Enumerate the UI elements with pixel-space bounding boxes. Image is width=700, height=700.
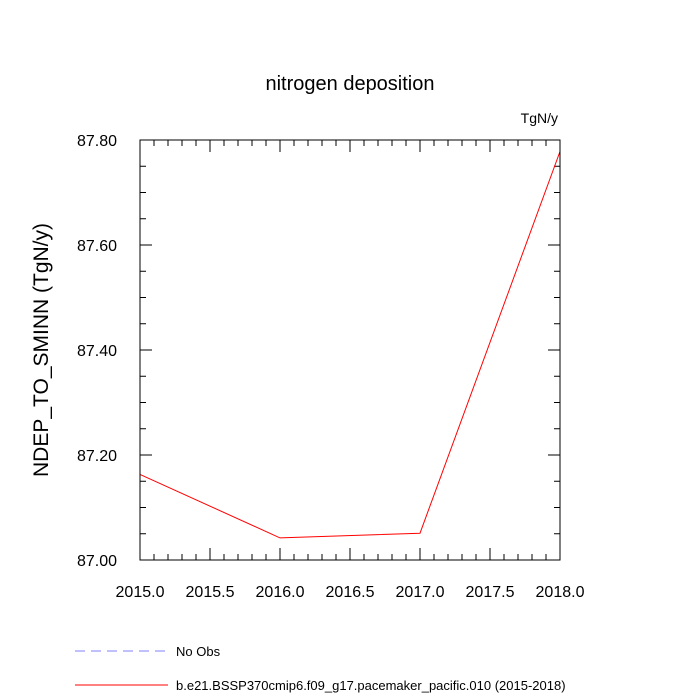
y-tick-label: 87.20 (77, 448, 117, 465)
y-axis-label: NDEP_TO_SMINN (TgN/y) (30, 223, 53, 477)
legend: No Obs b.e21.BSSP370cmip6.f09_g17.pacema… (75, 644, 566, 693)
series-line-0 (139, 151, 561, 539)
x-tick-label: 2015.0 (116, 584, 165, 601)
x-tick-label: 2016.0 (256, 584, 305, 601)
x-tick-label: 2018.0 (536, 584, 585, 601)
y-tick-label: 87.80 (77, 133, 117, 150)
y-tick-label: 87.60 (77, 238, 117, 255)
x-tick-label: 2016.5 (326, 584, 375, 601)
x-tick-labels: 2015.0 2015.5 2016.0 2016.5 2017.0 2017.5 2018… (116, 584, 585, 601)
axis-ticks (139, 139, 561, 561)
series-layer (139, 151, 561, 539)
x-tick-label: 2015.5 (186, 584, 235, 601)
x-tick-label: 2017.0 (396, 584, 445, 601)
legend-label-no-obs: No Obs (176, 644, 221, 659)
units-label: TgN/y (521, 110, 558, 126)
y-tick-label: 87.40 (77, 343, 117, 360)
legend-label-model-run: b.e21.BSSP370cmip6.f09_g17.pacemaker_pac… (176, 678, 566, 693)
y-tick-labels: 87.00 87.20 87.40 87.60 87.80 (77, 133, 117, 570)
plot-frame (139, 139, 561, 561)
y-tick-label: 87.00 (77, 553, 117, 570)
x-tick-label: 2017.5 (466, 584, 515, 601)
chart-title: nitrogen deposition (265, 73, 434, 95)
